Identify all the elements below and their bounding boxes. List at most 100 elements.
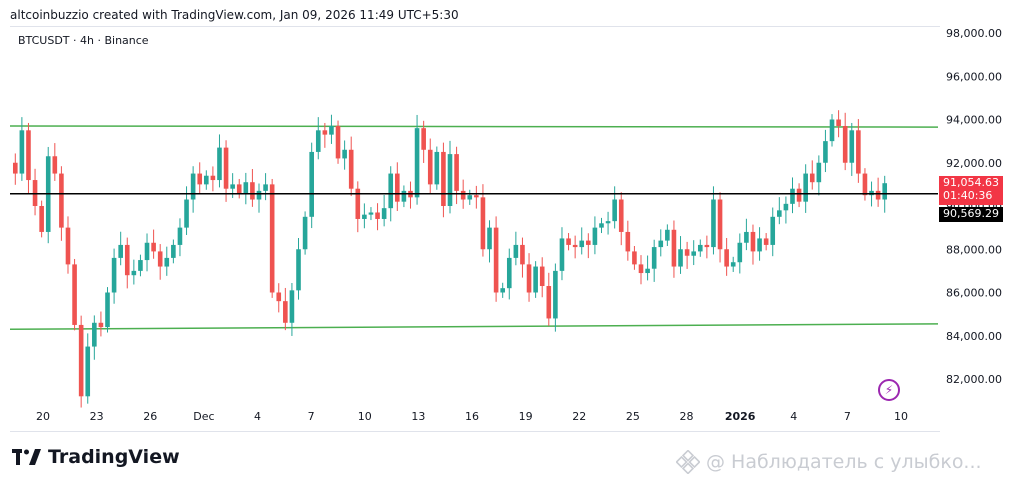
candle-body bbox=[263, 184, 268, 191]
candle bbox=[836, 110, 841, 138]
candle bbox=[572, 235, 578, 259]
candle-body bbox=[85, 346, 91, 397]
candle bbox=[566, 233, 571, 251]
candle-body bbox=[131, 270, 137, 276]
candle-body bbox=[572, 244, 578, 248]
candle bbox=[638, 255, 644, 285]
candle bbox=[197, 162, 203, 194]
candle bbox=[467, 189, 473, 205]
level-price-tag: 90,569.29 bbox=[939, 206, 1003, 222]
candle-body bbox=[487, 227, 492, 250]
candle-body bbox=[184, 199, 189, 228]
candle-body bbox=[474, 195, 479, 198]
candle bbox=[151, 229, 156, 259]
candle-body bbox=[164, 257, 170, 267]
candle-body bbox=[579, 240, 585, 248]
candle-body bbox=[658, 240, 664, 248]
candle bbox=[98, 311, 104, 337]
candle-body bbox=[177, 227, 183, 245]
candle bbox=[599, 217, 604, 234]
y-tick-label: 86,000.00 bbox=[946, 287, 1002, 300]
candle-body bbox=[816, 162, 822, 183]
candle bbox=[553, 263, 558, 332]
candle bbox=[849, 122, 855, 176]
candle-body bbox=[526, 264, 532, 293]
x-tick-label: 16 bbox=[465, 410, 479, 423]
symbol-legend[interactable]: BTCUSDT · 4h · Binance bbox=[18, 34, 149, 47]
y-tick-label: 98,000.00 bbox=[946, 27, 1002, 40]
candle-body bbox=[256, 190, 262, 200]
candle bbox=[72, 258, 77, 331]
candle-body bbox=[52, 156, 58, 174]
candle-body bbox=[467, 195, 473, 200]
tradingview-logo[interactable]: TradingView bbox=[12, 446, 180, 468]
candle bbox=[697, 239, 703, 257]
tradingview-mark-icon bbox=[12, 449, 41, 465]
candle-body bbox=[645, 268, 650, 274]
candle bbox=[796, 183, 802, 208]
candle-body bbox=[151, 242, 156, 252]
candle-body bbox=[882, 183, 888, 200]
tradingview-wordmark: TradingView bbox=[48, 446, 180, 468]
candle-body bbox=[513, 244, 519, 258]
candle bbox=[236, 178, 242, 199]
candle-body bbox=[520, 244, 525, 265]
candle-body bbox=[790, 188, 795, 204]
candle-body bbox=[269, 184, 275, 293]
channel-line-lower bbox=[9, 323, 939, 331]
candle-body bbox=[283, 301, 288, 323]
candle bbox=[421, 120, 426, 163]
candle bbox=[171, 239, 176, 264]
candle-body bbox=[829, 119, 835, 142]
candle bbox=[665, 224, 670, 247]
candle-body bbox=[599, 223, 604, 228]
candle bbox=[724, 238, 729, 276]
candle-body bbox=[763, 238, 769, 245]
candle-body bbox=[414, 128, 420, 198]
candle bbox=[856, 119, 861, 183]
candle bbox=[717, 192, 723, 263]
candle bbox=[223, 140, 229, 202]
candle bbox=[375, 203, 380, 231]
candle-body bbox=[651, 247, 657, 269]
candle bbox=[329, 114, 334, 144]
candle bbox=[256, 183, 262, 213]
candle bbox=[276, 283, 282, 313]
candle bbox=[770, 207, 776, 257]
y-tick-label: 88,000.00 bbox=[946, 243, 1002, 256]
candle-body bbox=[65, 227, 71, 265]
candle-body bbox=[506, 257, 512, 289]
candle-body bbox=[612, 199, 617, 222]
candle bbox=[302, 211, 308, 255]
candle bbox=[586, 233, 591, 259]
candle bbox=[138, 254, 143, 277]
candle-body bbox=[592, 227, 598, 245]
candle bbox=[65, 216, 71, 274]
candle bbox=[803, 164, 808, 213]
candle bbox=[783, 196, 789, 224]
candle bbox=[315, 117, 321, 160]
candle-body bbox=[849, 130, 855, 163]
candle bbox=[730, 256, 736, 272]
x-tick-label: 10 bbox=[358, 410, 372, 423]
candle-body bbox=[59, 173, 64, 228]
candle bbox=[506, 248, 512, 300]
candle-body bbox=[289, 290, 295, 323]
lightning-icon[interactable]: ⚡ bbox=[878, 379, 900, 401]
candle-body bbox=[737, 242, 743, 263]
candle-body bbox=[388, 173, 394, 209]
candle-body bbox=[684, 249, 690, 256]
channel-layer bbox=[9, 125, 939, 331]
candle bbox=[493, 216, 499, 302]
candle-body bbox=[368, 212, 374, 215]
candle bbox=[289, 282, 295, 336]
candle bbox=[526, 253, 532, 302]
x-tick-label: 7 bbox=[308, 410, 315, 423]
candle-body bbox=[777, 210, 782, 217]
candle-body bbox=[434, 151, 440, 185]
candle bbox=[671, 220, 677, 278]
x-tick-label: 28 bbox=[680, 410, 694, 423]
candle bbox=[823, 129, 828, 173]
candle-body bbox=[803, 173, 808, 202]
